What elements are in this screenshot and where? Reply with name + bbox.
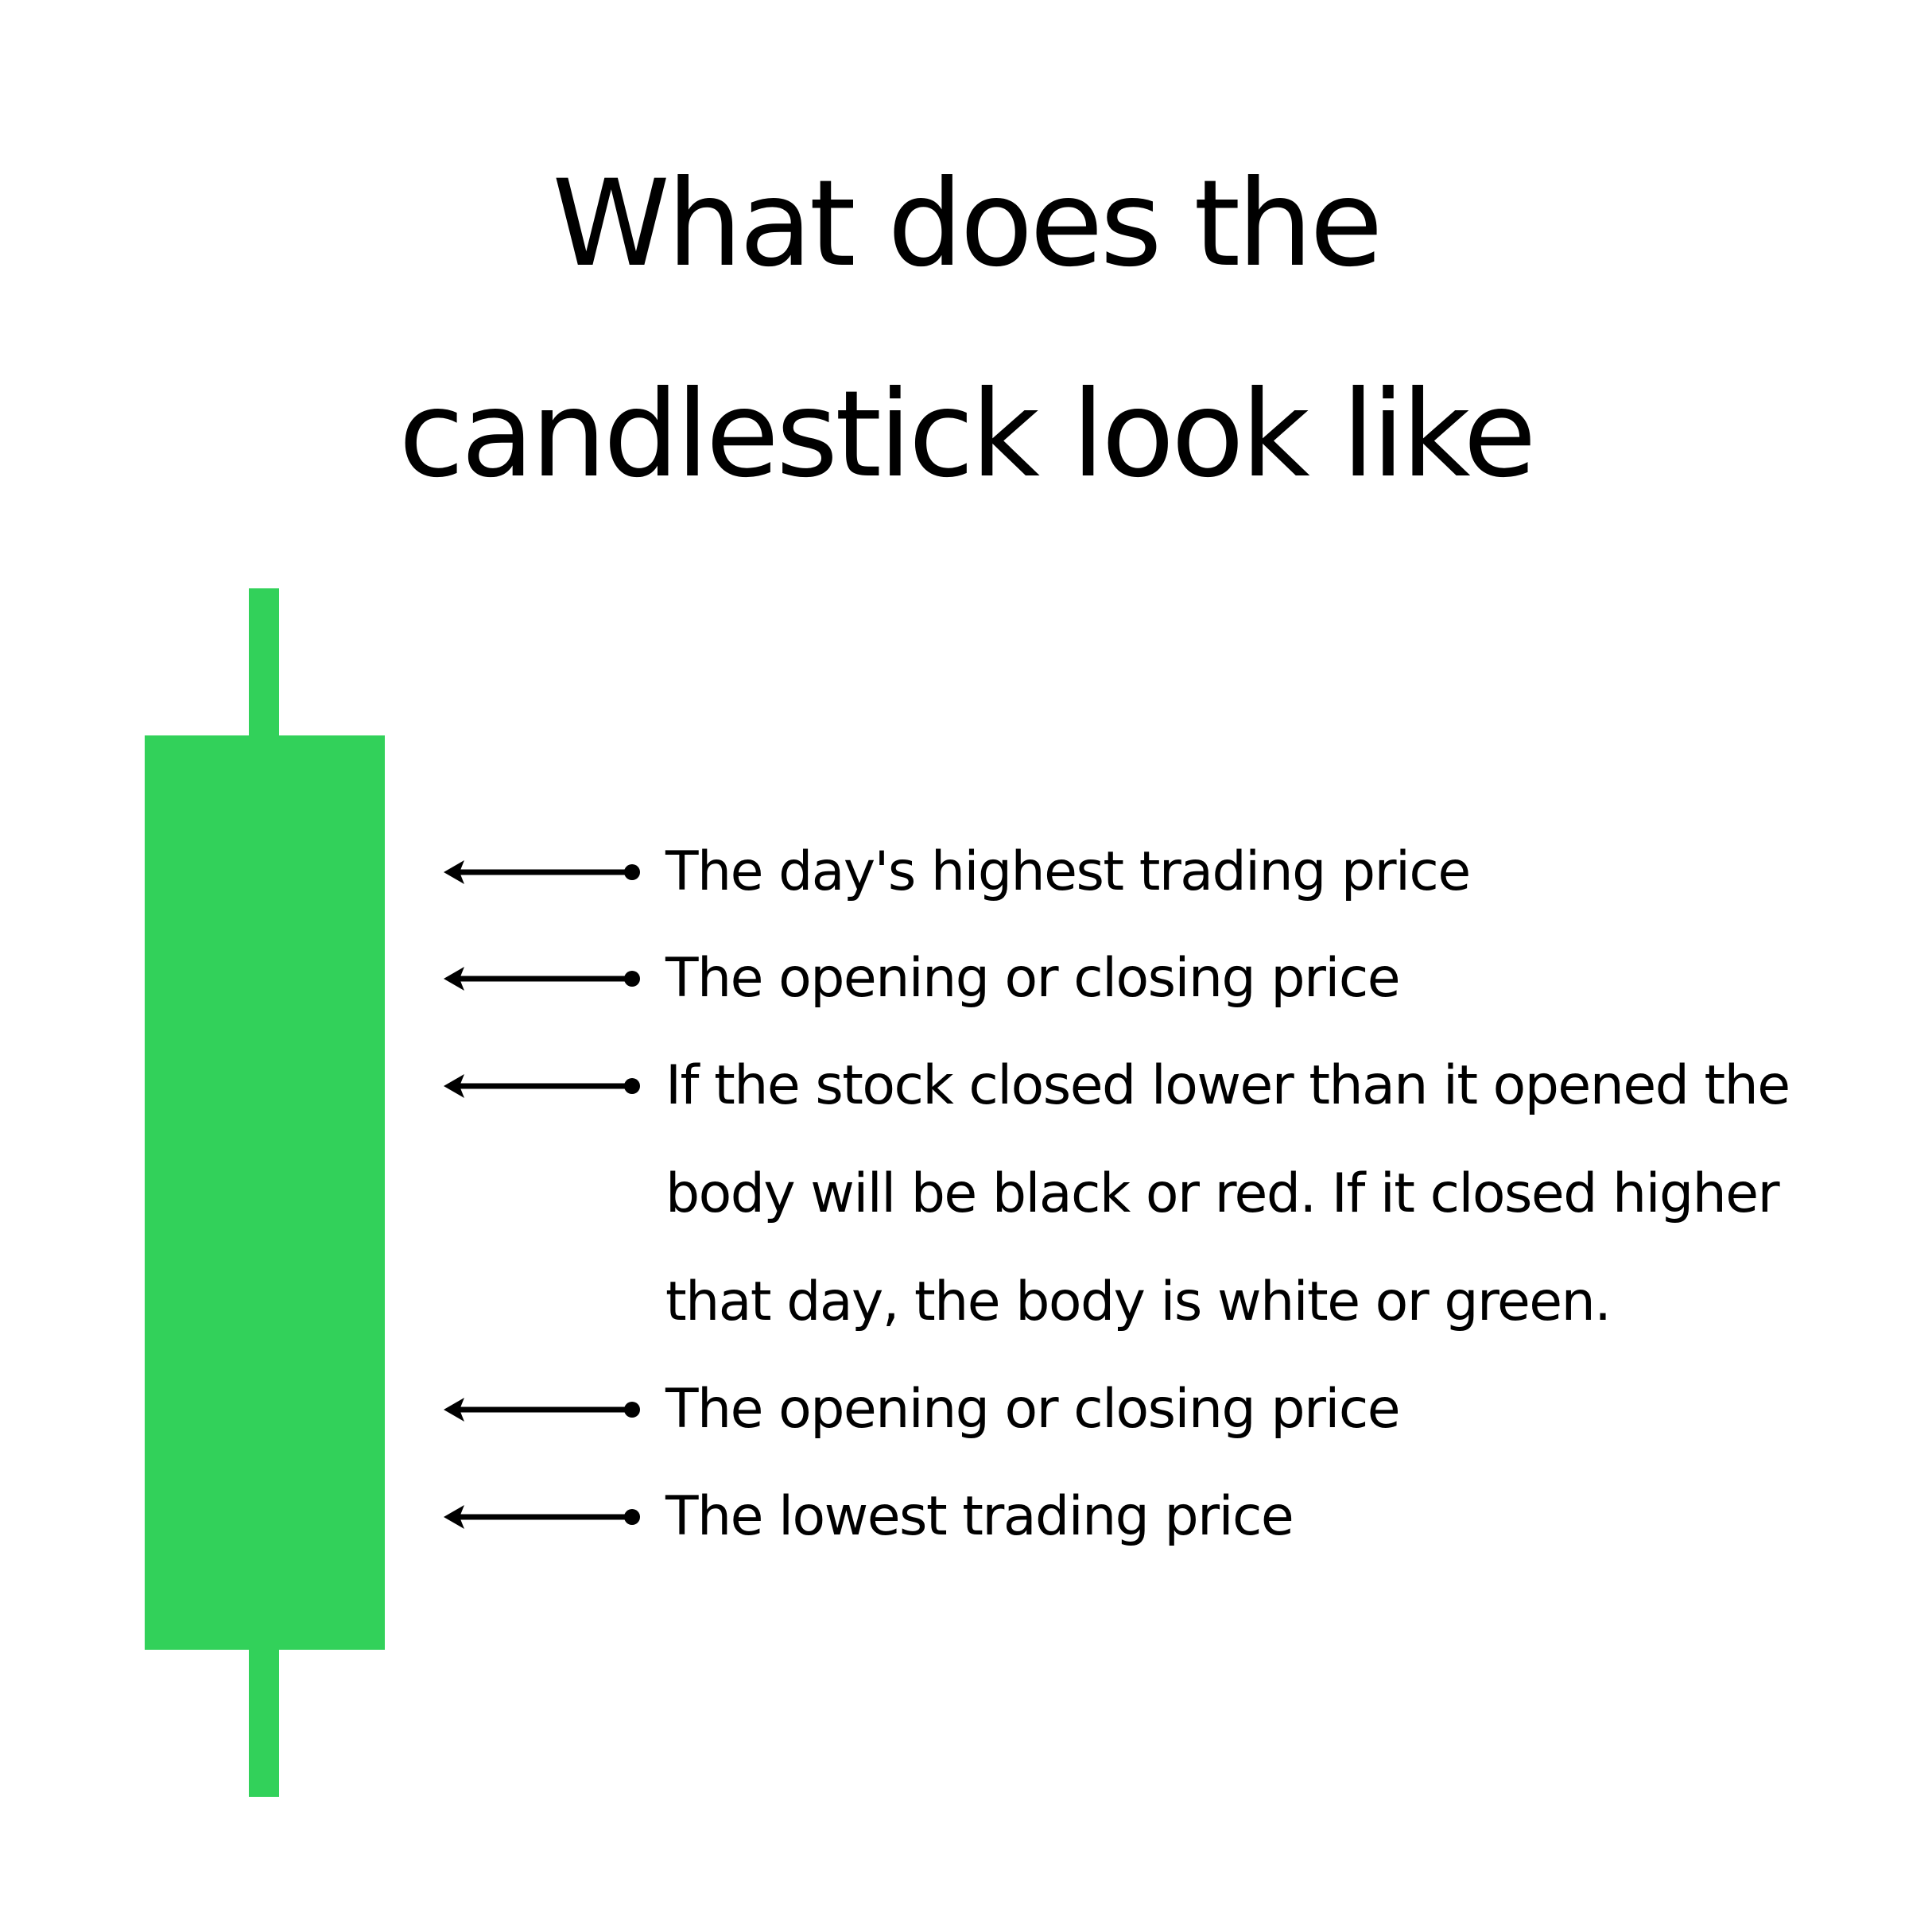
lower-wick [249, 1650, 279, 1797]
arrow-open-close-top [444, 967, 640, 991]
arrow-high [444, 860, 640, 884]
arrow-low [444, 1505, 640, 1529]
upper-wick [249, 588, 279, 735]
title-line-1: What does the [552, 155, 1383, 293]
label-body-color-line-1: If the stock closed lower than it opened… [665, 1054, 1790, 1117]
candle-body [145, 735, 385, 1650]
diagram-title: What does the candlestick look like [0, 119, 1932, 541]
label-body-color-line-2: body will be black or red. If it closed … [665, 1162, 1780, 1225]
label-body-color: If the stock closed lower than it opened… [665, 1032, 1890, 1356]
arrow-open-close-bottom [444, 1398, 640, 1422]
label-open-close-top: The opening or closing price [665, 947, 1401, 1010]
arrow-body-color [444, 1074, 640, 1098]
label-body-color-line-3: that day, the body is white or green. [665, 1271, 1612, 1333]
label-lowest-price: The lowest trading price [665, 1485, 1294, 1548]
label-highest-price: The day's highest trading price [665, 840, 1471, 903]
title-line-2: candlestick look like [398, 366, 1536, 504]
label-open-close-bottom: The opening or closing price [665, 1378, 1401, 1441]
